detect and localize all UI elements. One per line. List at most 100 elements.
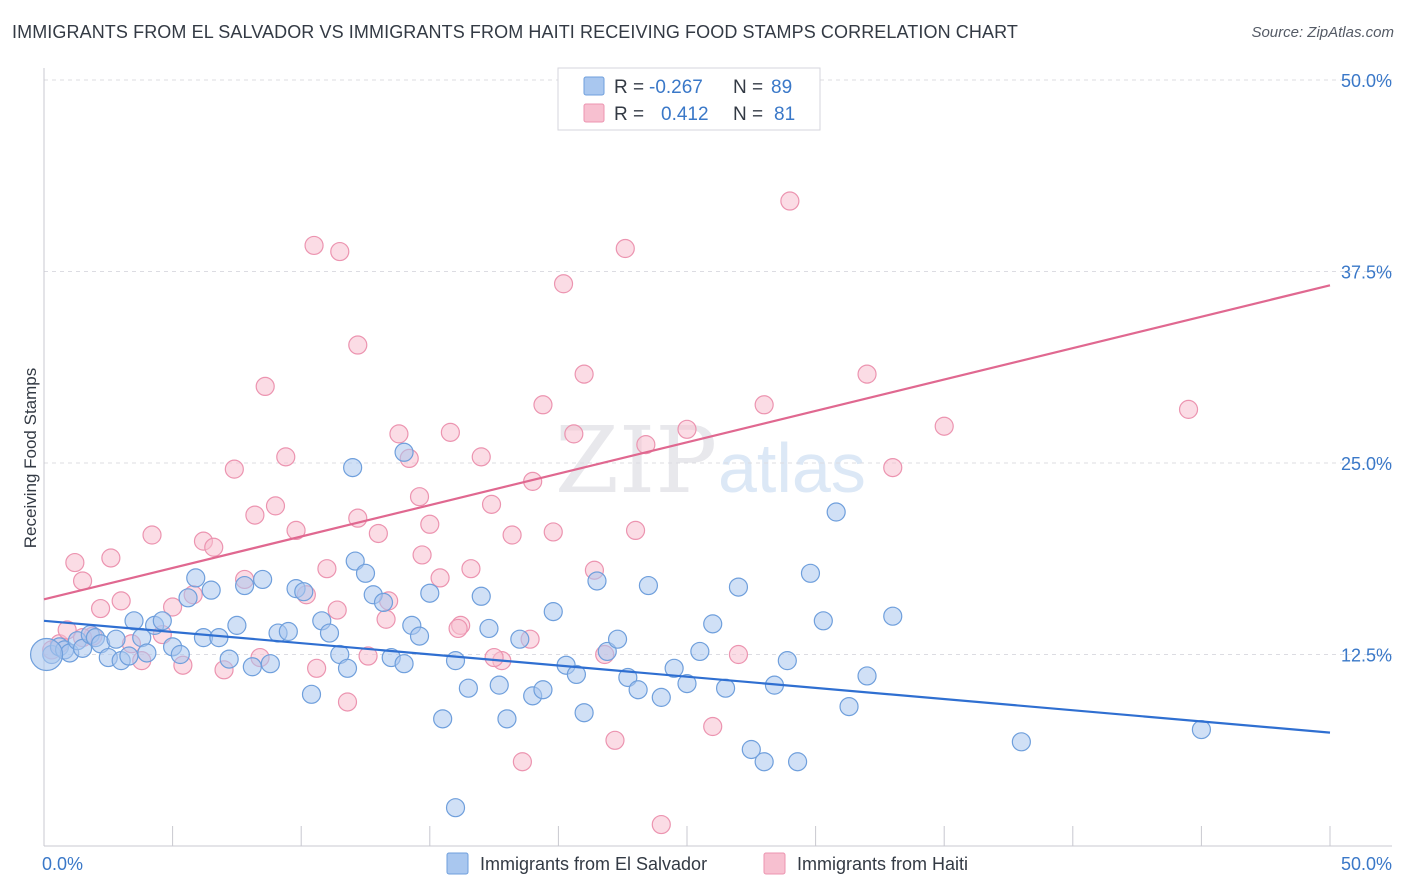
el-salvador-point-65 (607, 629, 628, 649)
el-salvador-point-49 (433, 709, 453, 729)
haiti-point-37 (409, 487, 430, 507)
el-salvador-point-37 (319, 623, 340, 643)
y-axis-label: Receiving Food Stamps (21, 368, 40, 548)
el-salvador-point-67 (628, 680, 648, 700)
el-salvador-point-25 (219, 649, 239, 669)
el-salvador-point-45 (394, 654, 414, 674)
grid (44, 79, 1392, 655)
haiti-point-46 (502, 525, 522, 545)
haiti-point-44 (481, 494, 502, 514)
legend-r-value-pink: 0.412 (661, 104, 709, 125)
haiti-point-56 (605, 730, 625, 750)
haiti-point-6 (90, 598, 111, 619)
el-salvador-point-70 (664, 658, 684, 678)
haiti-point-53 (574, 364, 594, 384)
haiti-point-35 (389, 424, 409, 444)
el-salvador-point-43 (373, 592, 394, 613)
el-salvador-point-15 (137, 643, 157, 663)
haiti-point-11 (142, 525, 162, 545)
el-salvador-point-13 (124, 611, 144, 631)
el-salvador-point-91 (394, 442, 414, 462)
y-tick-label-1: 25.0% (1341, 454, 1392, 474)
bottom-legend-swatch-blue (446, 852, 469, 875)
haiti-point-19 (224, 459, 244, 479)
el-salvador-point-76 (741, 739, 761, 760)
correlation-legend: R = -0.267 N = 89 R = 0.412 N = 81 (557, 67, 821, 131)
haiti-point-63 (728, 644, 749, 665)
haiti-point-51 (553, 274, 574, 294)
el-salvador-point-12 (119, 646, 139, 666)
el-salvador-point-21 (186, 568, 206, 588)
el-salvador-point-74 (715, 678, 736, 698)
el-salvador-point-28 (242, 657, 262, 677)
el-salvador-point-48 (420, 583, 440, 603)
legend-n-label-pink: N = (733, 104, 763, 125)
el-salvador-point-61 (566, 664, 587, 685)
haiti-point-73 (376, 609, 396, 629)
haiti-point-52 (564, 424, 584, 444)
el-salvador-point-54 (489, 675, 509, 695)
bottom-legend-label-pink: Immigrants from Haiti (797, 854, 968, 874)
haiti-point-68 (934, 416, 954, 436)
haiti-point-61 (677, 419, 697, 439)
el-salvador-point-47 (409, 626, 430, 646)
haiti-point-72 (348, 335, 368, 355)
haiti-point-70 (304, 235, 324, 256)
el-salvador-point-63 (587, 571, 607, 591)
el-salvador-point-35 (301, 684, 322, 704)
haiti-point-58 (625, 520, 646, 541)
el-salvador-point-73 (703, 614, 723, 634)
el-salvador-point-79 (777, 651, 797, 671)
haiti-point-57 (615, 238, 635, 259)
haiti-point-13 (163, 597, 183, 617)
el-salvador-point-34 (294, 582, 314, 602)
el-salvador-point-19 (170, 644, 190, 665)
haiti-point-71 (330, 241, 350, 262)
haiti-point-67 (883, 457, 903, 478)
el-salvador-point-20 (178, 588, 198, 608)
haiti-point-22 (255, 376, 275, 396)
watermark-atlas: atlas (718, 429, 866, 507)
x-tick-label-min: 0.0% (42, 854, 83, 874)
el-salvador-point-87 (1011, 732, 1031, 752)
el-salvador-point-23 (201, 580, 221, 600)
legend-r-value-blue: -0.267 (649, 77, 703, 98)
haiti-point-24 (276, 447, 296, 467)
el-salvador-point-75 (728, 577, 749, 597)
el-salvador-point-69 (651, 687, 671, 707)
el-salvador-point-39 (337, 658, 358, 678)
haiti-point-62 (703, 716, 723, 737)
legend-n-value-blue: 89 (771, 77, 792, 98)
el-salvador-point-59 (543, 602, 563, 622)
el-salvador-point-53 (479, 618, 499, 639)
source-label: Source: ZipAtlas.com (1251, 24, 1394, 41)
haiti-point-69 (1178, 399, 1199, 419)
legend-r-label-pink: R = (614, 104, 644, 125)
haiti-point-28 (317, 559, 337, 579)
el-salvador-point-50 (445, 651, 466, 671)
haiti-point-75 (448, 618, 468, 639)
el-salvador-point-77 (754, 752, 774, 772)
el-salvador-point-85 (857, 666, 877, 686)
el-salvador-point-52 (471, 586, 491, 606)
y-tick-label-3: 50.0% (1341, 71, 1392, 91)
legend-swatch-pink (583, 103, 605, 123)
legend-r-label-blue: R = (614, 77, 644, 98)
el-salvador-point-40 (345, 551, 365, 571)
legend-swatch-blue (583, 76, 605, 96)
el-salvador-point-41 (355, 563, 376, 583)
el-salvador-point-83 (826, 502, 846, 522)
el-salvador-point-72 (690, 641, 710, 662)
haiti-point-32 (358, 646, 378, 666)
legend-n-label-blue: N = (733, 77, 763, 98)
haiti-point-27 (307, 658, 327, 678)
haiti-point-50 (543, 522, 563, 542)
el-salvador-point-56 (510, 629, 530, 649)
el-salvador-trend-line (43, 619, 1331, 734)
haiti-point-65 (780, 191, 800, 211)
el-salvador-point-88 (1191, 719, 1212, 740)
haiti-point-8 (111, 591, 131, 611)
el-salvador-point-29 (253, 569, 273, 590)
el-salvador-point-30 (260, 654, 280, 674)
